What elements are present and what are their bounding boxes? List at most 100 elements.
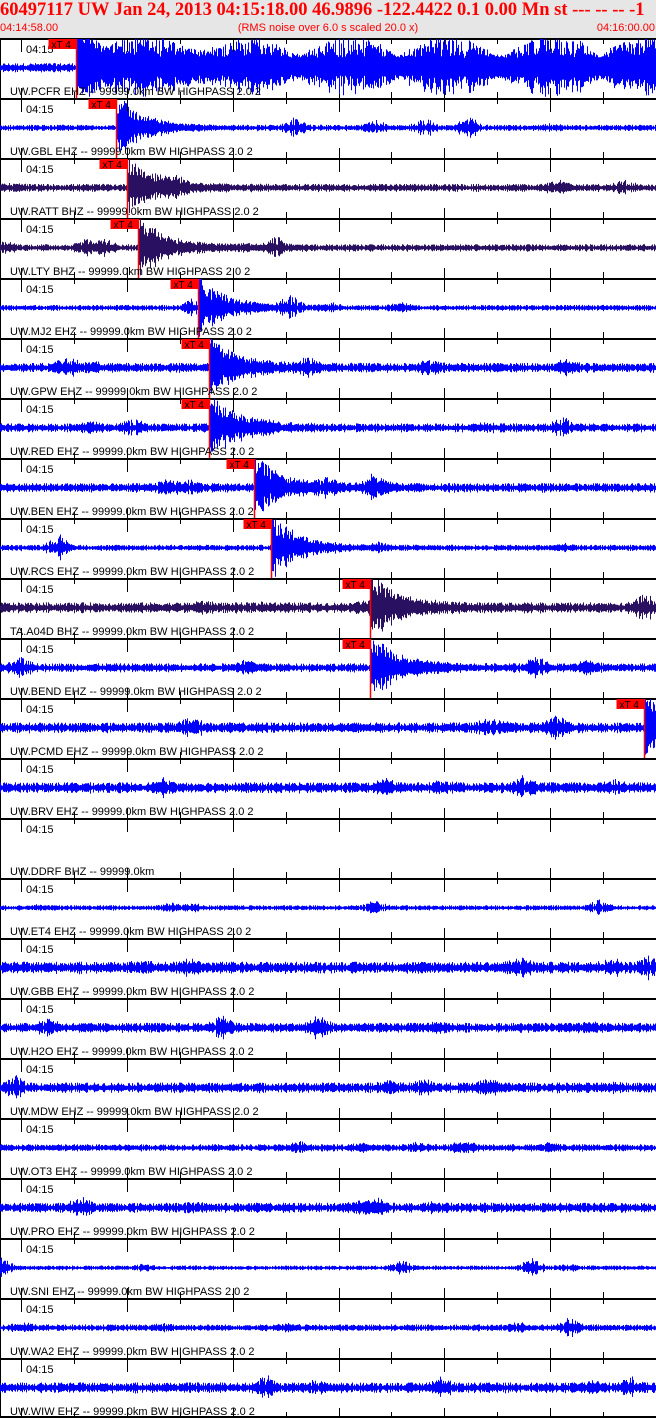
waveform: [0, 159, 656, 213]
minute-label: 04:15: [26, 524, 54, 536]
minute-label: 04:15: [26, 464, 54, 476]
station-label: UW.BRV EHZ -- 99999.0km BW HIGHPASS 2.0 …: [10, 806, 254, 818]
minute-label: 04:15: [26, 884, 54, 896]
station-label: UW.RATT BHZ -- 99999.0km BW HIGHPASS 2.0…: [10, 206, 259, 218]
pick-label: xT 4: [114, 220, 134, 231]
pick-marker: [181, 399, 210, 409]
waveform: [0, 899, 656, 915]
pick-label: xT 4: [620, 700, 640, 711]
pick-label: xT 4: [52, 40, 72, 51]
trace-panel: 04:15 UW.GBB EHZ -- 99999.0km BW HIGHPASS…: [0, 938, 656, 998]
pick-marker: [110, 219, 139, 229]
minute-label: 04:15: [26, 764, 54, 776]
station-label: UW.PRO EHZ -- 99999.0km BW HIGHPASS 2.0 …: [10, 1226, 255, 1238]
waveform: [0, 1141, 656, 1154]
trace-panel: 04:15 xT 4 UW.RED EHZ -- 99999.0km BW HIGH…: [0, 398, 656, 460]
station-label: UW.H2O EHZ -- 99999.0km BW HIGHPASS 2.0 …: [10, 1046, 254, 1058]
trace-panel: 04:15 UW.WA2 EHZ -- 99999.0km BW HIGHPASS…: [0, 1298, 656, 1358]
minute-label: 04:15: [26, 1244, 54, 1256]
trace-panel: 04:15 UW.DDRF BHZ -- 99999.0km: [0, 818, 656, 878]
minute-label: 04:15: [26, 704, 54, 716]
minute-label: 04:15: [26, 1364, 54, 1376]
trace-panel: 04:15 UW.MDW EHZ -- 99999.0km BW HIGHPASS…: [0, 1058, 656, 1118]
waveform: [0, 1075, 656, 1099]
station-label: UW.OT3 EHZ -- 99999.0km BW HIGHPASS 2.0 …: [10, 1166, 252, 1178]
waveform: [0, 955, 656, 981]
minute-label: 04:15: [26, 944, 54, 956]
trace-panel: 04:15 xT 4 UW.GPW EHZ -- 99999.0km BW HIGH…: [0, 338, 656, 400]
minute-label: 04:15: [26, 584, 54, 596]
station-label: UW.BEND EHZ -- 99999.0km BW HIGHPASS 2.0…: [10, 686, 262, 698]
trace-panel: 04:15 UW.PRO EHZ -- 99999.0km BW HIGHPASS…: [0, 1178, 656, 1238]
station-label: UW.PCFR EHZ -- 99999.0km BW HIGHPASS 2.0…: [10, 86, 261, 98]
pick-marker: [99, 159, 128, 169]
waveform: [0, 1257, 656, 1277]
trace-panel: 04:15 xT 4 UW.MJ2 EHZ -- 99999.0km BW HIGH…: [0, 278, 656, 340]
trace-panel: 04:15 UW.SNI EHZ -- 99999.0km BW HIGHPASS…: [0, 1238, 656, 1298]
waveform: [0, 39, 656, 97]
station-label: UW.GBL EHZ -- 99999.0km BW HIGHPASS 2.0 …: [10, 146, 253, 158]
trace-panel: 04:15 xT 4 UW.GBL EHZ -- 99999.0km BW HIGH…: [0, 98, 656, 160]
station-label: UW.BEN EHZ -- 99999.0km BW HIGHPASS 2.0 …: [10, 506, 254, 518]
station-label: UW.GBB EHZ -- 99999.0km BW HIGHPASS 2.0 …: [10, 986, 254, 998]
waveform: [0, 699, 656, 755]
trace-panel: 04:15 UW.OT3 EHZ -- 99999.0km BW HIGHPASS…: [0, 1118, 656, 1178]
waveform: [0, 339, 656, 394]
waveform: [0, 579, 656, 632]
minute-label: 04:15: [26, 44, 54, 56]
waveform: [0, 1318, 656, 1337]
waveform: [0, 459, 656, 512]
trace-panel: 04:15 xT 4 UW.BEND EHZ -- 99999.0km BW HIG…: [0, 638, 656, 700]
station-label: UW.WA2 EHZ -- 99999.0km BW HIGHPASS 2.0 …: [10, 1346, 255, 1358]
pick-label: xT 4: [103, 160, 123, 171]
minute-label: 04:15: [26, 1124, 54, 1136]
station-label: UW.LTY BHZ -- 99999.0km BW HIGHPASS 2.0 …: [10, 266, 250, 278]
station-label: UW.RCS EHZ -- 99999.0km BW HIGHPASS 2.0 …: [10, 566, 254, 578]
end-time: 04:16:00.00: [596, 22, 655, 34]
trace-panel: 04:15 UW.BRV EHZ -- 99999.0km BW HIGHPASS…: [0, 758, 656, 818]
minute-label: 04:15: [26, 644, 54, 656]
start-time: 04:14:58.00: [0, 22, 59, 34]
trace-panel: 04:15 xT 4 UW.BEN EHZ -- 99999.0km BW HIGH…: [0, 458, 656, 520]
waveform: [0, 219, 656, 276]
pick-marker: [170, 279, 199, 289]
pick-label: xT 4: [346, 580, 366, 591]
pick-marker: [88, 99, 117, 109]
pick-marker: [181, 339, 210, 349]
scaling-note: (RMS noise over 6.0 s scaled 20.0 x): [237, 22, 419, 34]
waveform: [0, 100, 656, 151]
event-title: 60497117 UW Jan 24, 2013 04:15:18.00 46.…: [0, 0, 645, 20]
trace-panel: 04:15 xT 4 UW.PCMD EHZ -- 99999.0km BW HIG…: [0, 698, 656, 760]
trace-panel: 04:15 xT 4 TA.A04D BHZ -- 99999.0km BW HIG…: [0, 578, 656, 640]
pick-label: xT 4: [92, 100, 112, 111]
waveform: [0, 1197, 656, 1216]
trace-panel: 04:15 UW.H2O EHZ -- 99999.0km BW HIGHPASS…: [0, 998, 656, 1058]
waveform: [0, 1375, 656, 1398]
pick-label: xT 4: [247, 520, 267, 531]
minute-label: 04:15: [26, 344, 54, 356]
station-label: UW.SNI EHZ -- 99999.0km BW HIGHPASS 2.0 …: [10, 1286, 249, 1298]
minute-label: 04:15: [26, 284, 54, 296]
station-label: UW.MJ2 EHZ -- 99999.0km BW HIGHPASS 2.0 …: [10, 326, 252, 338]
station-label: UW.DDRF BHZ -- 99999.0km: [10, 866, 154, 878]
station-label: UW.ET4 EHZ -- 99999.0km BW HIGHPASS 2.0 …: [10, 926, 251, 938]
waveform: [0, 399, 656, 452]
waveform: [0, 1015, 656, 1040]
minute-label: 04:15: [26, 104, 54, 116]
waveform: [0, 640, 656, 691]
minute-label: 04:15: [26, 224, 54, 236]
minute-label: 04:15: [26, 824, 54, 836]
trace-panel: 04:15 UW.ET4 EHZ -- 99999.0km BW HIGHPASS…: [0, 878, 656, 938]
pick-marker: [342, 639, 371, 649]
pick-marker: [226, 459, 255, 469]
trace-panel: 04:15 xT 4 UW.RATT BHZ -- 99999.0km BW HIG…: [0, 158, 656, 220]
station-label: UW.MDW EHZ -- 99999.0km BW HIGHPASS 2.0 …: [10, 1106, 259, 1118]
station-label: UW.RED EHZ -- 99999.0km BW HIGHPASS 2.0 …: [10, 446, 254, 458]
pick-label: xT 4: [230, 460, 250, 471]
station-label: UW.GPW EHZ -- 99999.0km BW HIGHPASS 2.0 …: [10, 386, 257, 398]
pick-marker: [616, 699, 645, 709]
trace-panel: 04:15 UW.WIW EHZ -- 99999.0km BW HIGHPASS…: [0, 1358, 656, 1418]
station-label: TA.A04D BHZ -- 99999.0km BW HIGHPASS 2.0…: [10, 626, 254, 638]
pick-label: xT 4: [174, 280, 194, 291]
